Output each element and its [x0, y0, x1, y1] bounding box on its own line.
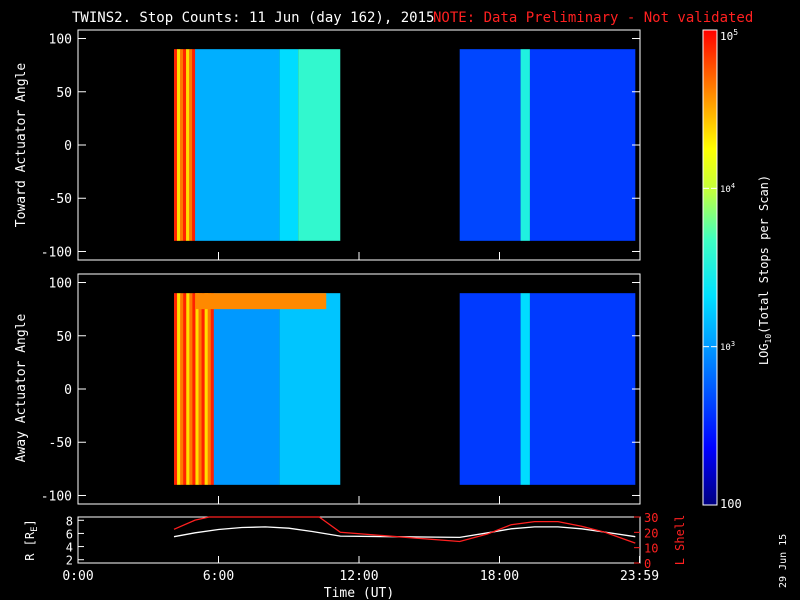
ytick-label-1-4: -100	[41, 489, 72, 504]
orbit-ytick-label-l-1: 4	[66, 541, 73, 555]
heat-stripe-1-9	[201, 293, 206, 485]
radius-ylabel-main: R [R	[23, 531, 37, 561]
heat-stripe-1-2	[180, 293, 184, 485]
ytick-label-0-0: 100	[49, 33, 72, 48]
colorbar-gradient	[702, 29, 718, 506]
heat-block-0-5	[520, 49, 530, 241]
heat-block-0-4	[459, 49, 521, 241]
orbit-xtick-label-1: 6:00	[203, 569, 234, 584]
toward-ylabel: Toward Actuator Angle	[14, 63, 29, 228]
heat-stripe-1-8	[198, 293, 202, 485]
time-xlabel: Time (UT)	[324, 586, 394, 600]
heat-stripe-1-1	[177, 293, 181, 485]
heat-stripe-1-11	[207, 293, 212, 485]
colorbar-tick-top-exp: 5	[733, 28, 738, 37]
radius-ylabel-end: ]	[23, 519, 37, 526]
heat-stripe-1-12	[210, 293, 215, 485]
colorbar-label: LOG10(Total Stops per Scan)	[757, 175, 773, 365]
toward-panel: 100 50 0 -50 -100 Toward Actuator Angle	[14, 29, 641, 261]
heat-stripe-0-5	[189, 49, 193, 241]
orbit-xtick-label-2: 12:00	[339, 569, 378, 584]
orbit-ytick-label-l-3: 8	[66, 514, 73, 528]
colorbar-label-main: LOG	[757, 343, 771, 365]
heat-stripe-1-10	[204, 293, 209, 485]
colorbar-tick-1e3: 103	[720, 340, 735, 353]
heat-stripe-0-6	[192, 49, 196, 241]
colorbar-tick-1e3-exp: 3	[731, 340, 735, 348]
orbit-lines	[173, 516, 636, 544]
colorbar-tick-bottom: 100	[720, 497, 742, 511]
ytick-label-0-3: -50	[49, 192, 72, 207]
heat-stripe-1-6	[192, 293, 196, 485]
toward-axis-ticks: 100 50 0 -50 -100	[41, 33, 641, 260]
ytick-label-0-1: 50	[56, 86, 72, 101]
orbit-xtick-label-3: 18:00	[480, 569, 519, 584]
radius-ylabel-sub: E	[30, 526, 40, 531]
orbit-ytick-label-l-0: 2	[66, 554, 73, 568]
orbit-ytick-label-r-3: 30	[644, 511, 658, 525]
orbit-xtick-label-4: 23:59	[620, 569, 659, 584]
colorbar: 105 104 103 100 LOG10(Total Stops per Sc…	[702, 28, 773, 511]
ytick-label-0-2: 0	[64, 139, 72, 154]
colorbar-tick-1e4-base: 10	[720, 185, 731, 195]
away-panel: 100 50 0 -50 -100 Away Actuator Angle	[14, 273, 641, 505]
heat-block-0-2	[279, 49, 299, 241]
ytick-label-0-4: -100	[41, 245, 72, 260]
heat-stripe-1-7	[195, 293, 199, 485]
orbit-ytick-label-r-1: 10	[644, 542, 658, 556]
heat-block-0-1	[195, 49, 280, 241]
heat-block-1-1	[213, 293, 280, 485]
heat-stripe-0-3	[183, 49, 187, 241]
away-heatmap	[174, 293, 636, 485]
ytick-label-1-3: -50	[49, 436, 72, 451]
colorbar-tick-top-base: 10	[720, 30, 733, 43]
heat-stripe-0-1	[177, 49, 181, 241]
heat-stripe-1-4	[186, 293, 190, 485]
toward-heatmap	[174, 49, 636, 241]
radius-ylabel: R [RE]	[23, 519, 40, 561]
heat-block-0-6	[529, 49, 636, 241]
heat-block-1-4	[520, 293, 530, 485]
figure-title: TWINS2. Stop Counts: 11 Jun (day 162), 2…	[72, 10, 434, 26]
colorbar-tick-1e4: 104	[720, 182, 735, 195]
ytick-label-1-1: 50	[56, 330, 72, 345]
colorbar-tick-top: 105	[720, 28, 738, 43]
orbit-ytick-label-l-2: 6	[66, 527, 73, 541]
orbit-series-0	[173, 526, 636, 539]
ytick-label-1-0: 100	[49, 277, 72, 292]
colorbar-ticks	[703, 29, 717, 506]
side-date-label: 29 Jun 15	[778, 534, 789, 588]
heat-block-0-3	[298, 49, 341, 241]
colorbar-tick-1e3-base: 10	[720, 343, 731, 353]
heat-stripe-1-5	[189, 293, 193, 485]
orbit-series-1	[173, 516, 636, 544]
orbit-ytick-label-r-2: 20	[644, 526, 658, 540]
heat-stripe-0-2	[180, 49, 184, 241]
heat-block-1-2	[279, 293, 341, 485]
heat-stripe-1-0	[174, 293, 178, 485]
orbit-xtick-label-0: 0:00	[62, 569, 93, 584]
heat-stripe-1-3	[183, 293, 187, 485]
away-axis-ticks: 100 50 0 -50 -100	[41, 277, 641, 504]
ytick-label-1-2: 0	[64, 383, 72, 398]
heat-block-1-3	[459, 293, 521, 485]
heat-stripe-0-0	[174, 49, 178, 241]
lshell-ylabel: L Shell	[673, 515, 687, 566]
away-ylabel: Away Actuator Angle	[14, 313, 29, 462]
heat-block-1-5	[529, 293, 636, 485]
colorbar-label-end: (Total Stops per Scan)	[757, 175, 771, 334]
heat-stripe-0-4	[186, 49, 190, 241]
colorbar-tick-1e4-exp: 4	[731, 182, 735, 190]
heat-high-band-1	[195, 293, 327, 310]
preliminary-note: NOTE: Data Preliminary - Not validated	[433, 10, 753, 26]
colorbar-label-sub: 10	[764, 334, 773, 344]
orbit-ytick-label-r-0: 0	[644, 557, 651, 571]
